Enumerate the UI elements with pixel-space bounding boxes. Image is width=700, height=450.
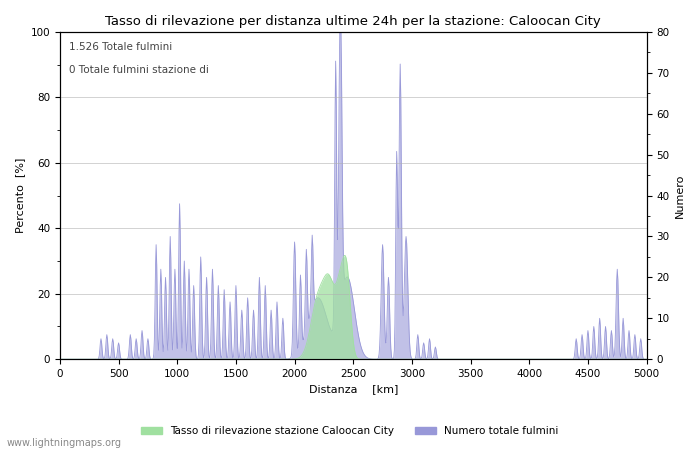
Title: Tasso di rilevazione per distanza ultime 24h per la stazione: Caloocan City: Tasso di rilevazione per distanza ultime… xyxy=(106,15,601,28)
Y-axis label: Percento  [%]: Percento [%] xyxy=(15,158,25,233)
Legend: Tasso di rilevazione stazione Caloocan City, Numero totale fulmini: Tasso di rilevazione stazione Caloocan C… xyxy=(137,422,563,440)
Text: 0 Totale fulmini stazione di: 0 Totale fulmini stazione di xyxy=(69,65,209,75)
X-axis label: Distanza  [km]: Distanza [km] xyxy=(309,384,398,395)
Text: 1.526 Totale fulmini: 1.526 Totale fulmini xyxy=(69,42,172,52)
Y-axis label: Numero: Numero xyxy=(675,173,685,218)
Text: www.lightningmaps.org: www.lightningmaps.org xyxy=(7,438,122,448)
